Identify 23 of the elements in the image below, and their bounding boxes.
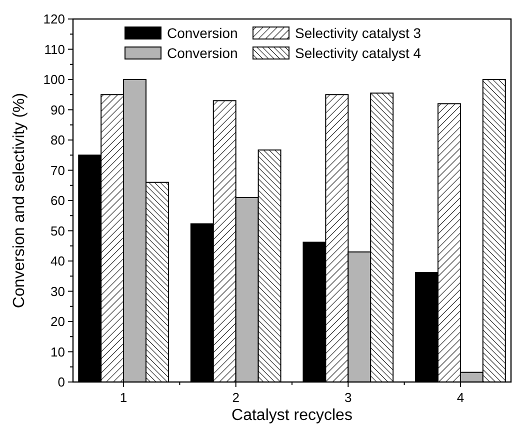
y-tick-label: 100: [43, 72, 65, 88]
y-tick-label: 60: [50, 193, 65, 208]
y-tick-label: 0: [58, 374, 65, 390]
y-tick-label: 90: [50, 102, 65, 118]
y-axis-title: Conversion and selectivity (%): [11, 92, 28, 308]
y-tick-label: 110: [44, 42, 65, 57]
x-axis-title: Catalyst recycles: [232, 407, 352, 424]
y-tick-label: 10: [50, 344, 65, 360]
y-tick-label: 80: [50, 132, 65, 148]
y-tick-label: 120: [43, 12, 65, 27]
x-tick-label: 2: [232, 390, 240, 405]
y-tick-label: 30: [50, 284, 65, 299]
x-tick-label: 3: [344, 390, 352, 405]
legend-label: Selectivity catalyst 4: [295, 44, 422, 61]
legend-label: Conversion: [167, 44, 238, 61]
y-tick-label: 70: [50, 162, 65, 178]
y-tick-label: 20: [50, 314, 65, 330]
legend-label: Selectivity catalyst 3: [295, 24, 422, 41]
legend-label: Conversion: [167, 24, 238, 41]
x-tick-label: 1: [120, 390, 128, 405]
y-tick-label: 40: [50, 254, 65, 269]
y-tick-label: 50: [50, 223, 65, 238]
x-tick-label: 4: [456, 390, 464, 405]
